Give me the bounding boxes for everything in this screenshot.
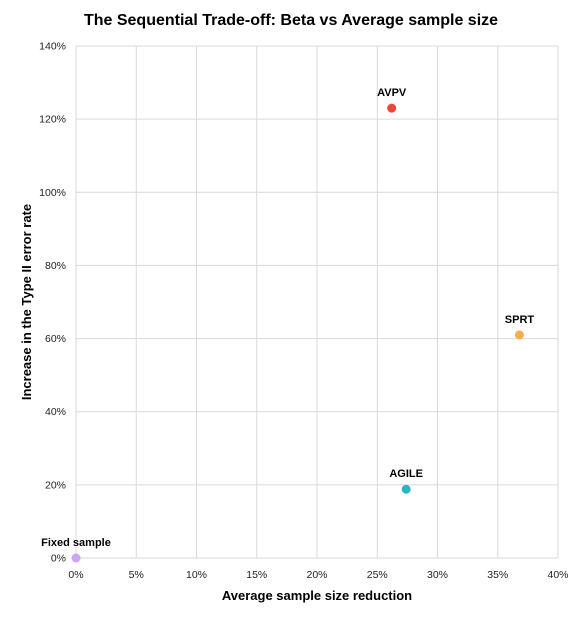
data-point-label: SPRT xyxy=(505,314,535,326)
data-point xyxy=(514,330,524,340)
y-axis-title: Increase in the Type II error rate xyxy=(19,204,34,400)
y-tick-label: 0% xyxy=(51,553,66,565)
x-tick-label: 0% xyxy=(68,569,83,581)
x-tick-label: 5% xyxy=(129,569,144,581)
data-point-label: AVPV xyxy=(377,87,407,99)
x-axis-title: Average sample size reduction xyxy=(222,588,412,603)
y-tick-label: 60% xyxy=(45,333,66,345)
y-tick-label: 100% xyxy=(39,187,66,199)
x-tick-label: 30% xyxy=(427,569,448,581)
data-point xyxy=(387,103,397,113)
x-tick-label: 25% xyxy=(367,569,388,581)
chart-title: The Sequential Trade-off: Beta vs Averag… xyxy=(84,12,498,29)
data-points: Fixed sample AVPV SPRT AGILE xyxy=(41,87,535,563)
data-point xyxy=(71,553,81,563)
gridlines xyxy=(75,45,559,559)
tick-labels: 0% 20% 40% 60% 80% 100% 120% 140% 0% 5% 10% 15% 20% 2… xyxy=(39,41,568,582)
x-tick-label: 15% xyxy=(246,569,267,581)
x-tick-label: 10% xyxy=(186,569,207,581)
y-tick-label: 20% xyxy=(45,479,66,491)
data-point xyxy=(401,484,411,494)
y-tick-label: 140% xyxy=(39,41,66,53)
x-tick-label: 35% xyxy=(487,569,508,581)
data-point-label: Fixed sample xyxy=(41,537,111,549)
x-tick-label: 20% xyxy=(306,569,327,581)
x-tick-label: 40% xyxy=(547,569,568,581)
data-point-label: AGILE xyxy=(389,468,423,480)
y-tick-label: 40% xyxy=(45,406,66,418)
y-tick-label: 120% xyxy=(39,114,66,126)
y-tick-label: 80% xyxy=(45,260,66,272)
